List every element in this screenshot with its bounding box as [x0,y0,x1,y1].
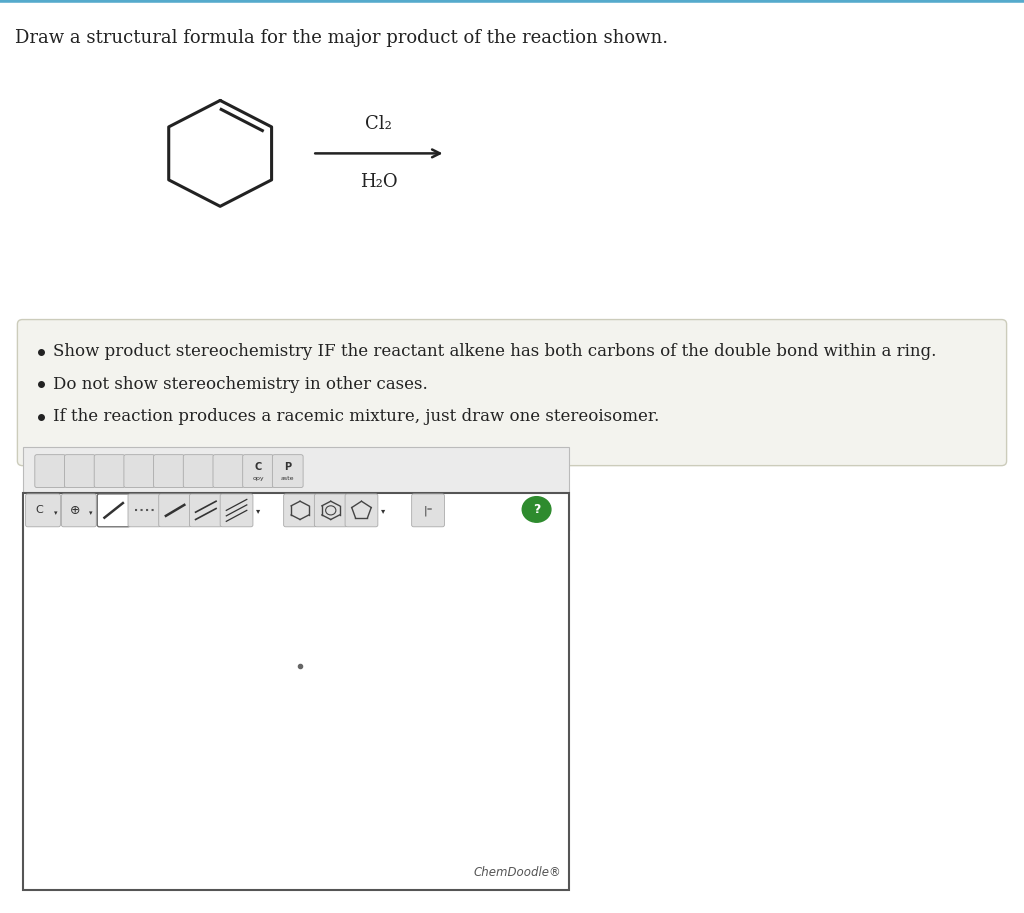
Text: C: C [254,463,262,472]
Circle shape [522,497,551,522]
Text: C: C [35,506,43,515]
Text: |⁼: |⁼ [423,505,433,516]
Text: P: P [285,463,291,472]
Text: Cl₂: Cl₂ [366,115,392,133]
FancyBboxPatch shape [35,455,66,488]
FancyBboxPatch shape [243,455,273,488]
FancyBboxPatch shape [97,494,130,527]
FancyBboxPatch shape [159,494,191,527]
Text: If the reaction produces a racemic mixture, just draw one stereoisomer.: If the reaction produces a racemic mixtu… [53,408,659,425]
FancyBboxPatch shape [65,455,95,488]
Text: Show product stereochemistry IF the reactant alkene has both carbons of the doub: Show product stereochemistry IF the reac… [53,343,937,360]
FancyBboxPatch shape [189,494,222,527]
FancyBboxPatch shape [314,494,347,527]
Text: opy: opy [252,476,264,481]
Text: aste: aste [281,476,295,481]
FancyBboxPatch shape [412,494,444,527]
FancyBboxPatch shape [154,455,184,488]
FancyBboxPatch shape [220,494,253,527]
Bar [23,493,569,890]
FancyBboxPatch shape [128,494,161,527]
FancyBboxPatch shape [26,494,60,527]
FancyBboxPatch shape [284,494,316,527]
Text: ▾: ▾ [381,506,385,515]
FancyBboxPatch shape [213,455,244,488]
Text: Draw a structural formula for the major product of the reaction shown.: Draw a structural formula for the major … [15,29,669,47]
FancyBboxPatch shape [272,455,303,488]
FancyBboxPatch shape [17,320,1007,466]
FancyBboxPatch shape [124,455,155,488]
FancyBboxPatch shape [94,455,125,488]
FancyBboxPatch shape [61,494,96,527]
Text: Do not show stereochemistry in other cases.: Do not show stereochemistry in other cas… [53,375,428,393]
FancyBboxPatch shape [345,494,378,527]
FancyBboxPatch shape [183,455,214,488]
Text: ▾: ▾ [53,510,57,516]
Text: ▾: ▾ [89,510,93,516]
Text: ▾: ▾ [256,506,260,515]
Text: H₂O: H₂O [360,173,397,192]
Text: ⊕: ⊕ [70,504,80,517]
Bar [23,447,569,530]
Text: ChemDoodle®: ChemDoodle® [473,866,561,879]
Text: ?: ? [532,503,541,516]
